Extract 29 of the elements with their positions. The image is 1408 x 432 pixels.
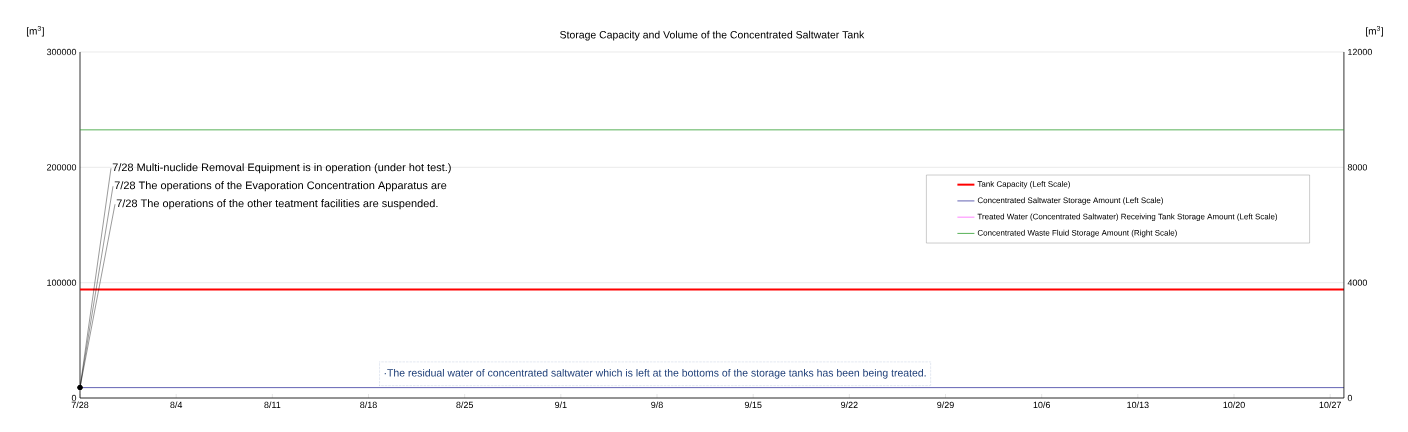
annotation: ·The residual water of concentrated saltwater which is left at the bottoms of the storage tanks has been being treated.: [384, 368, 926, 379]
x-tick-label: 10/6: [1033, 401, 1050, 409]
y2-tick-label: 4000: [1347, 279, 1368, 286]
x-tick-label: 8/18: [360, 401, 377, 409]
y2-tick-label: 0: [1347, 394, 1353, 402]
x-tick-label: 9/22: [841, 401, 858, 409]
x-tick-label: 9/15: [744, 401, 762, 409]
x-tick-label: 9/29: [937, 401, 954, 409]
x-tick-label: 10/20: [1223, 401, 1245, 409]
y-tick-label: 200000: [47, 164, 77, 171]
annotation: 7/28 The operations of the Evaporation Concentration Apparatus are: [114, 181, 447, 192]
x-tick-label: 10/27: [1319, 401, 1341, 409]
chart-title: Storage Capacity and Volume of the Concentrated Saltwater Tank: [560, 30, 865, 41]
annotation: 7/28 The operations of the other teatment facilities are suspended.: [116, 199, 438, 210]
x-tick-label: 8/4: [170, 401, 183, 409]
x-tick-label: 8/11: [264, 401, 281, 409]
annotation: 7/28 Multi-nuclide Removal Equipment is in operation (under hot test.): [112, 163, 451, 174]
x-tick-label: 9/8: [651, 401, 663, 409]
y-tick-label: 0: [71, 394, 77, 402]
y2-axis-title: [m$^{3}$]: [1366, 25, 1383, 37]
y-tick-label: 100000: [47, 279, 77, 286]
x-tick-label: 7/28: [71, 401, 89, 409]
y2-tick-label: 12000: [1348, 48, 1373, 56]
x-tick-label: 10/13: [1127, 401, 1149, 409]
x-tick-label: 8/25: [456, 401, 474, 409]
y2-tick-label: 8000: [1347, 164, 1368, 171]
y-axis-title: [m$^{3}$]: [26, 25, 44, 37]
x-tick-label: 9/1: [555, 401, 567, 409]
y-tick-label: 300000: [46, 48, 77, 56]
